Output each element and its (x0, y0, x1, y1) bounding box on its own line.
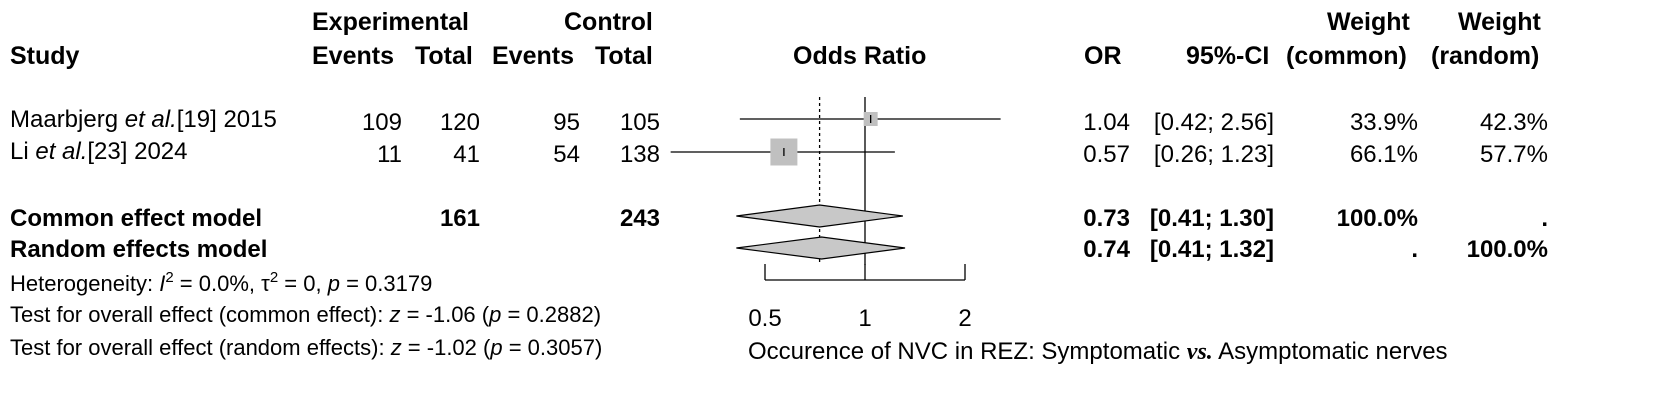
pooled-or-cell: 0.73 (1083, 205, 1130, 232)
pooled-ci-cell: [0.41; 1.32] (1149, 236, 1274, 263)
exp-total-cell: 120 (439, 109, 480, 136)
test-common-note: Test for overall effect (common effect):… (10, 302, 602, 327)
x-tick-label: 2 (958, 305, 972, 332)
ctrl-events-cell: 54 (553, 141, 580, 168)
weight-common-cell: 66.1% (1349, 141, 1418, 168)
or-cell: 1.04 (1083, 109, 1130, 136)
pooled-exp-total: 161 (439, 205, 480, 232)
header-ctrl-events: Events (492, 42, 574, 70)
ctrl-total-cell: 105 (619, 109, 660, 136)
pooled-or-cell: 0.74 (1083, 236, 1130, 263)
pooled-common-label: Common effect model (10, 205, 263, 232)
study-label: Li et al.[23] 2024 (10, 138, 188, 165)
ci-cell: [0.42; 2.56] (1153, 109, 1274, 136)
header-study: Study (10, 42, 80, 70)
header-weight-random: Weight (1458, 8, 1541, 36)
exp-events-cell: 109 (361, 109, 402, 136)
header-ci: 95%-CI (1186, 42, 1270, 70)
study-label: Maarbjerg et al.[19] 2015 (10, 106, 277, 133)
pooled-weight-common: 100.0% (1336, 205, 1418, 232)
heterogeneity-note: Heterogeneity: I2 = 0.0%, τ2 = 0, p = 0.… (10, 269, 433, 296)
x-tick-label: 1 (858, 305, 872, 332)
pooled-ctrl-total: 243 (619, 205, 660, 232)
header-exp-total: Total (415, 42, 473, 70)
pooled-diamond (736, 236, 906, 260)
x-axis-label: Occurence of NVC in REZ: Symptomatic vs.… (748, 338, 1448, 365)
pooled-weight-common: . (1411, 236, 1418, 263)
pooled-weight-random: . (1541, 205, 1548, 232)
exp-events-cell: 11 (377, 141, 402, 168)
header-experimental: Experimental (312, 8, 470, 36)
pooled-random-label: Random effects model (10, 236, 268, 263)
test-random-note: Test for overall effect (random effects)… (10, 335, 603, 360)
header-weight-common: Weight (1327, 8, 1410, 36)
header-exp-events: Events (312, 42, 394, 70)
pooled-weight-random: 100.0% (1466, 236, 1548, 263)
header-common: (common) (1286, 42, 1407, 70)
or-cell: 0.57 (1083, 141, 1130, 168)
header-control: Control (564, 8, 653, 36)
pooled-diamond (736, 204, 903, 228)
ci-cell: [0.26; 1.23] (1153, 141, 1274, 168)
weight-common-cell: 33.9% (1349, 109, 1418, 136)
header-or: OR (1084, 42, 1122, 70)
ctrl-events-cell: 95 (553, 109, 580, 136)
header-random: (random) (1431, 42, 1540, 70)
exp-total-cell: 41 (453, 141, 480, 168)
weight-random-cell: 42.3% (1479, 109, 1548, 136)
weight-random-cell: 57.7% (1479, 141, 1548, 168)
header-odds-ratio: Odds Ratio (793, 42, 927, 70)
pooled-ci-cell: [0.41; 1.30] (1149, 205, 1274, 232)
ctrl-total-cell: 138 (619, 141, 660, 168)
x-tick-label: 0.5 (748, 305, 782, 332)
header-ctrl-total: Total (595, 42, 653, 70)
